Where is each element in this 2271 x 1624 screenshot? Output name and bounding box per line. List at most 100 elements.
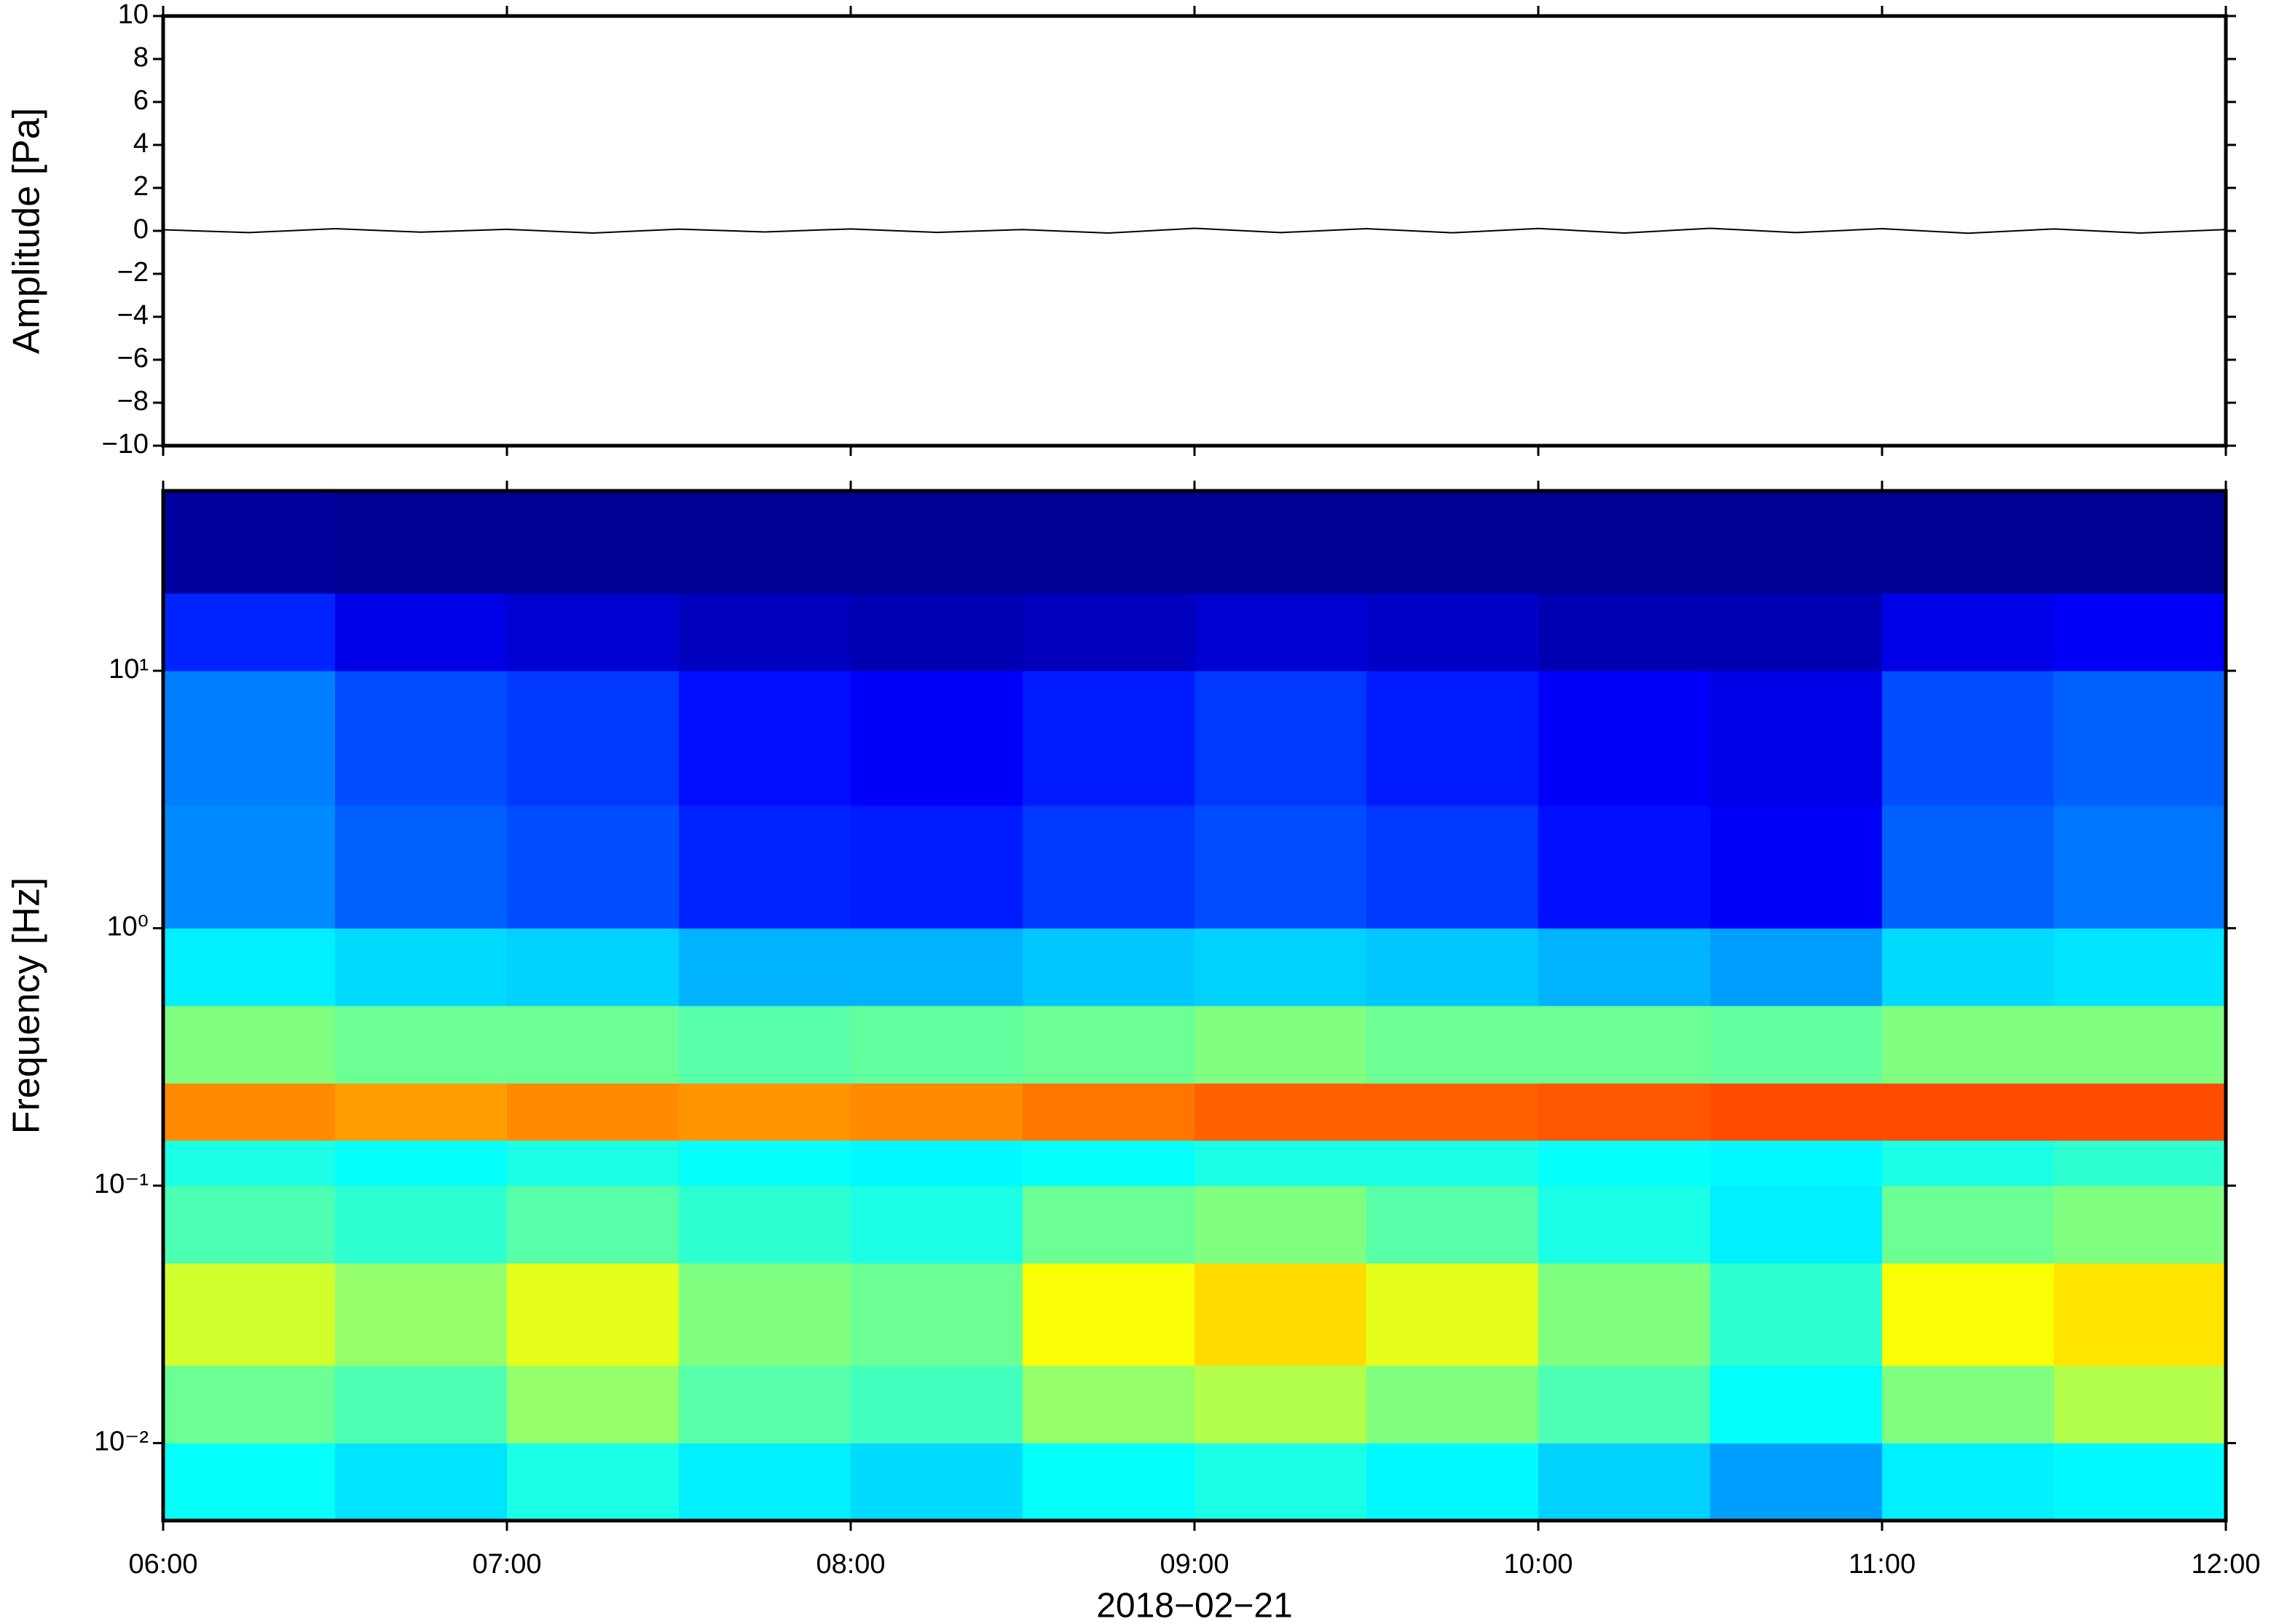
heat-cell (1366, 1263, 1539, 1366)
heat-cell (1023, 491, 1195, 594)
heat-cell (507, 1365, 680, 1444)
heat-cell (163, 1263, 336, 1366)
heat-cell (851, 1443, 1023, 1521)
y-tick-label: −8 (117, 386, 149, 417)
heat-cell (1710, 1365, 1883, 1444)
heat-cell (851, 593, 1023, 671)
heat-cell (851, 671, 1023, 806)
y-tick-label: 2 (133, 171, 149, 202)
heat-cell (163, 1443, 336, 1521)
heat-cell (1023, 671, 1195, 806)
heat-cell (679, 491, 851, 594)
heat-cell (1538, 491, 1711, 594)
heat-cell (163, 1365, 336, 1444)
x-tick-label: 11:00 (1849, 1549, 1916, 1580)
heat-cell (335, 491, 508, 594)
heat-cell (2054, 805, 2227, 929)
y-tick-label: −6 (117, 343, 149, 374)
heat-cell (851, 1365, 1023, 1444)
heat-cell (851, 928, 1023, 1006)
y-axis-label: Frequency [Hz] (6, 878, 48, 1135)
x-tick-label: 10:00 (1503, 1549, 1573, 1580)
heat-cell (163, 1186, 336, 1264)
heat-cell (1710, 593, 1883, 671)
heat-cell (1538, 1140, 1711, 1186)
heat-cell (1882, 671, 2055, 806)
heat-cell (1710, 1083, 1883, 1141)
heat-cell (1194, 593, 1367, 671)
y-tick-label: 8 (133, 42, 149, 73)
y-tick-label: 10⁰ (106, 912, 149, 942)
heat-cell (679, 1140, 851, 1186)
heat-cell (679, 1443, 851, 1521)
heat-cell (507, 491, 680, 594)
x-tick-label: 08:00 (816, 1549, 885, 1580)
heat-cell (1023, 1365, 1195, 1444)
heat-cell (1194, 805, 1367, 929)
heat-cell (679, 928, 851, 1006)
heat-cell (2054, 1365, 2227, 1444)
heat-cell (1366, 491, 1539, 594)
heat-cell (507, 593, 680, 671)
heat-cell (507, 928, 680, 1006)
heat-cell (2054, 491, 2227, 594)
heat-cell (335, 1263, 508, 1366)
heat-cell (1194, 1083, 1367, 1141)
heat-cell (1882, 928, 2055, 1006)
heat-cell (679, 1186, 851, 1264)
x-tick-label: 07:00 (472, 1549, 541, 1580)
heat-cell (851, 805, 1023, 929)
heat-cell (1023, 593, 1195, 671)
heat-cell (507, 1186, 680, 1264)
heat-cell (1023, 928, 1195, 1006)
heat-cell (1023, 1443, 1195, 1521)
heat-cell (1538, 805, 1711, 929)
heat-cell (2054, 1083, 2227, 1141)
y-tick-label: 0 (133, 214, 149, 245)
heat-cell (1023, 1006, 1195, 1084)
heat-cell (1194, 928, 1367, 1006)
heat-cell (1366, 593, 1539, 671)
heat-cell (335, 928, 508, 1006)
heat-cell (1882, 1140, 2055, 1186)
heat-cell (679, 805, 851, 929)
heat-cell (1538, 593, 1711, 671)
heat-cell (507, 1140, 680, 1186)
heat-cell (1710, 1443, 1883, 1521)
heat-cell (1366, 1186, 1539, 1264)
heat-cell (1882, 1365, 2055, 1444)
y-tick-label: 10⁻² (94, 1427, 149, 1457)
heat-cell (507, 1083, 680, 1141)
heat-cell (1882, 1263, 2055, 1366)
heat-cell (851, 491, 1023, 594)
heat-cell (1023, 1186, 1195, 1264)
heat-cell (851, 1140, 1023, 1186)
y-tick-label: 6 (133, 85, 149, 116)
heat-cell (1366, 1083, 1539, 1141)
heat-cell (507, 1443, 680, 1521)
heat-cell (2054, 1443, 2227, 1521)
heat-cell (1882, 1443, 2055, 1521)
heat-cell (163, 928, 336, 1006)
heat-cell (679, 1365, 851, 1444)
heat-cell (1194, 1443, 1367, 1521)
heat-cell (1538, 1263, 1711, 1366)
heat-cell (507, 805, 680, 929)
heat-cell (335, 1443, 508, 1521)
heat-cell (2054, 1186, 2227, 1264)
heat-cell (335, 593, 508, 671)
y-tick-label: −10 (102, 429, 149, 460)
heat-cell (163, 671, 336, 806)
heat-cell (1538, 1186, 1711, 1264)
heat-cell (335, 805, 508, 929)
heat-cell (1366, 1443, 1539, 1521)
heat-cell (1194, 1140, 1367, 1186)
x-axis-label: 2018−02−21 (1096, 1587, 1293, 1624)
y-tick-label: 4 (133, 128, 149, 159)
heat-cell (163, 1083, 336, 1141)
heat-cell (2054, 671, 2227, 806)
y-tick-label: −2 (117, 257, 149, 288)
heat-cell (679, 671, 851, 806)
heat-cell (1710, 1186, 1883, 1264)
